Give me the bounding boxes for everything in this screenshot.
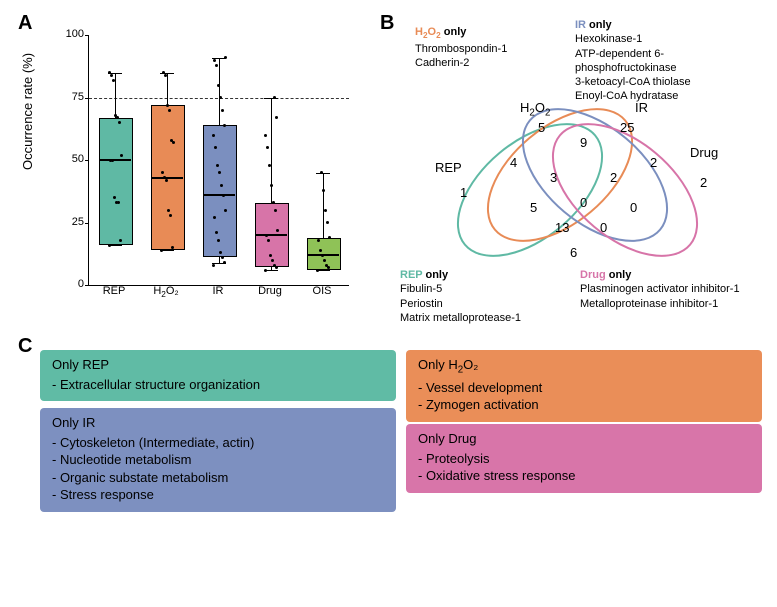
venn-n-all: 0 xyxy=(580,195,587,210)
annot-item: 3-ketoacyl-CoA thiolase xyxy=(575,75,760,89)
venn-n-h2o2-drug: 0 xyxy=(630,200,637,215)
annot-item: Metalloproteinase inhibitor-1 xyxy=(580,297,740,311)
c-box-item: - Vessel development xyxy=(418,379,750,397)
venn-n-rep-ir: 5 xyxy=(530,200,537,215)
panel-c-label: C xyxy=(18,335,32,358)
c-box-item: - Zymogen activation xyxy=(418,396,750,414)
venn-n-ir: 25 xyxy=(620,120,634,135)
annot-item: Cadherin-2 xyxy=(415,56,507,70)
y-axis-label: Occurrence rate (%) xyxy=(20,53,35,170)
venn-label-rep: REP xyxy=(435,160,462,175)
c-box-c_REP: Only REP - Extracellular structure organi… xyxy=(40,350,396,401)
venn-n-rep-h2o2: 4 xyxy=(510,155,517,170)
venn-label-ir: IR xyxy=(635,100,648,115)
y-tick-label: 100 xyxy=(59,28,84,40)
plot-area: 0255075100 xyxy=(88,35,349,286)
c-box-title: Only Drug xyxy=(418,430,750,448)
y-tick-label: 75 xyxy=(59,91,84,103)
figure: A B C Occurrence rate (%) 0255075100 REP… xyxy=(10,10,767,597)
c-box-c_Drug: Only Drug - Proteolysis- Oxidative stress… xyxy=(406,424,762,493)
c-box-title: Only IR xyxy=(52,414,384,432)
y-tick-label: 0 xyxy=(59,278,84,290)
c-box-title: Only H2O₂ xyxy=(418,356,750,377)
c-box-title: Only REP xyxy=(52,356,384,374)
venn-n-rep-h2o2-drug: 0 xyxy=(600,220,607,235)
annot-item: Periostin xyxy=(400,297,521,311)
c-box-item: - Cytoskeleton (Intermediate, actin) xyxy=(52,434,384,452)
c-box-item: - Oxidative stress response xyxy=(418,467,750,485)
y-tick-label: 50 xyxy=(59,153,84,165)
c-box-c_H2O2: Only H2O₂ - Vessel development- Zymogen a… xyxy=(406,350,762,422)
venn-n-rep: 1 xyxy=(460,185,467,200)
box-REP xyxy=(99,35,131,285)
c-box-item: - Stress response xyxy=(52,486,384,504)
venn-label-h2o2: H2O2 xyxy=(520,100,550,119)
venn-n-h2o2-ir: 9 xyxy=(580,135,587,150)
venn-n-rep-h2o2-ir: 3 xyxy=(550,170,557,185)
venn-label-drug: Drug xyxy=(690,145,718,160)
annot-ir: IR only Hexokinase-1 ATP-dependent 6-pho… xyxy=(575,18,760,104)
y-tick-label: 25 xyxy=(59,216,84,228)
venn-n-h2o2-ir-drug: 2 xyxy=(610,170,617,185)
annot-item: Matrix metalloprotease-1 xyxy=(400,311,521,325)
venn-n-h2o2: 5 xyxy=(538,120,545,135)
c-box-item: - Organic substate metabolism xyxy=(52,469,384,487)
panel-a-label: A xyxy=(18,12,32,35)
venn-n-rep-drug: 6 xyxy=(570,245,577,260)
panel-b-venn: H2O2 only Thrombospondin-1 Cadherin-2 IR… xyxy=(380,20,760,330)
annot-item: Thrombospondin-1 xyxy=(415,42,507,56)
venn-n-ir-drug: 2 xyxy=(650,155,657,170)
venn-n-drug: 2 xyxy=(700,175,707,190)
x-tick-label: REP xyxy=(92,285,136,297)
c-box-c_IR: Only IR - Cytoskeleton (Intermediate, act… xyxy=(40,408,396,512)
annot-item: Fibulin-5 xyxy=(400,282,521,296)
panel-a-boxplot: Occurrence rate (%) 0255075100 REPH2O₂IR… xyxy=(40,30,360,310)
box-H2O2 xyxy=(151,35,183,285)
box-OIS xyxy=(307,35,339,285)
c-box-item: - Proteolysis xyxy=(418,450,750,468)
box-Drug xyxy=(255,35,287,285)
x-tick-label: IR xyxy=(196,285,240,297)
annot-item: Hexokinase-1 xyxy=(575,32,760,46)
c-box-item: - Extracellular structure organization xyxy=(52,376,384,394)
annot-h2o2: H2O2 only Thrombospondin-1 Cadherin-2 xyxy=(415,25,507,71)
c-box-item: - Nucleotide metabolism xyxy=(52,451,384,469)
x-tick-label: H2O₂ xyxy=(144,285,188,299)
venn-n-rep-ir-drug: 13 xyxy=(555,220,569,235)
annot-item: Plasminogen activator inhibitor-1 xyxy=(580,282,740,296)
annot-item: ATP-dependent 6-phosphofructokinase xyxy=(575,47,760,76)
x-tick-label: OIS xyxy=(300,285,344,297)
x-tick-label: Drug xyxy=(248,285,292,297)
box-IR xyxy=(203,35,235,285)
